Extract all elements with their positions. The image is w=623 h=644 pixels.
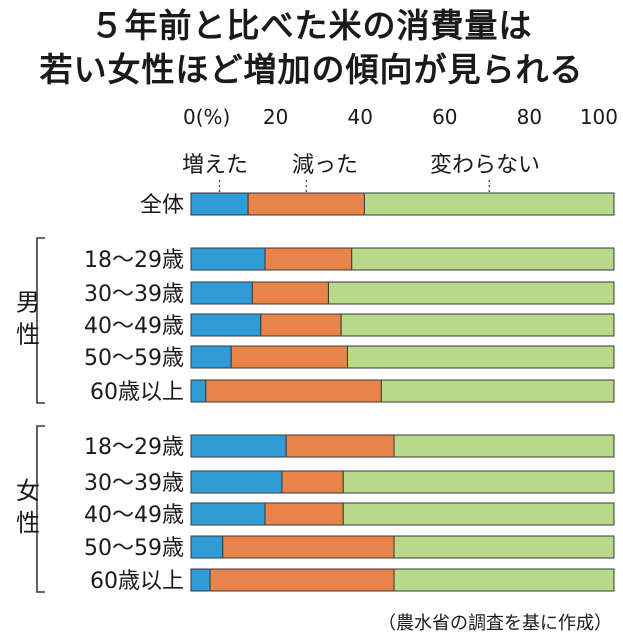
series-label: 増えた xyxy=(182,153,248,178)
bar-segment xyxy=(260,313,342,337)
row-label: 50〜59歳 xyxy=(84,346,184,371)
bar-segment xyxy=(190,345,232,369)
bar-segment xyxy=(285,434,395,458)
bar-segment xyxy=(342,502,615,526)
group-male-bracket xyxy=(36,237,45,404)
bar-segment xyxy=(393,434,615,458)
bar-segment xyxy=(190,247,266,271)
row-label: 30〜39歳 xyxy=(84,471,184,496)
row-label: 50〜59歳 xyxy=(84,536,184,561)
x-tick-label: 100 xyxy=(580,105,618,129)
row-label: 全体 xyxy=(140,193,184,218)
series-label: 減った xyxy=(292,153,358,178)
bar-segment xyxy=(264,502,344,526)
bar-segment xyxy=(247,192,365,216)
bar-segment xyxy=(190,313,262,337)
bar-segment xyxy=(264,247,353,271)
x-tick-label: 40 xyxy=(347,105,372,129)
source-note: （農水省の調査を基に作成） xyxy=(378,613,612,634)
bar-segment xyxy=(340,313,615,337)
bar-segment xyxy=(380,379,615,403)
chart-title-line2: 若い女性ほど増加の傾向が見られる xyxy=(39,50,584,89)
group-female-label-char: 性 xyxy=(16,509,40,537)
row-label: 60歳以上 xyxy=(90,380,184,405)
bar-segment xyxy=(190,281,253,305)
bar-segment xyxy=(363,192,615,216)
bar-segment xyxy=(190,470,283,494)
row-label: 30〜39歳 xyxy=(84,282,184,307)
bar-segment xyxy=(190,434,287,458)
bar-segment xyxy=(351,247,615,271)
bar-segment xyxy=(209,568,395,592)
bar-segment xyxy=(251,281,329,305)
bar-segment xyxy=(222,535,395,559)
row-label: 40〜49歳 xyxy=(84,314,184,339)
bar-segment xyxy=(190,379,207,403)
bar-segment xyxy=(393,568,615,592)
bar-segment xyxy=(190,192,249,216)
x-tick-label: 20 xyxy=(263,105,288,129)
group-female-bracket xyxy=(36,425,45,593)
bar-segment xyxy=(281,470,344,494)
group-male-label-char: 性 xyxy=(16,321,40,349)
bar-segment xyxy=(205,379,382,403)
bar-segment xyxy=(347,345,615,369)
row-label: 18〜29歳 xyxy=(84,248,184,273)
bar-segment xyxy=(230,345,349,369)
row-label: 18〜29歳 xyxy=(84,435,184,460)
series-label: 変わらない xyxy=(430,153,540,178)
chart-title-line1: ５年前と比べた米の消費量は xyxy=(90,6,533,45)
bar-segment xyxy=(190,568,211,592)
bar-segment xyxy=(190,535,224,559)
x-tick-label: 60 xyxy=(432,105,457,129)
bar-segment xyxy=(190,502,266,526)
row-label: 40〜49歳 xyxy=(84,503,184,528)
x-tick-label: 80 xyxy=(517,105,542,129)
x-tick-label: 0(%) xyxy=(183,105,230,129)
bar-segment xyxy=(327,281,615,305)
bar-segment xyxy=(342,470,615,494)
row-label: 60歳以上 xyxy=(90,569,184,594)
bar-segment xyxy=(393,535,615,559)
group-male-label-char: 男 xyxy=(16,289,40,317)
group-female-label-char: 女 xyxy=(16,477,40,505)
